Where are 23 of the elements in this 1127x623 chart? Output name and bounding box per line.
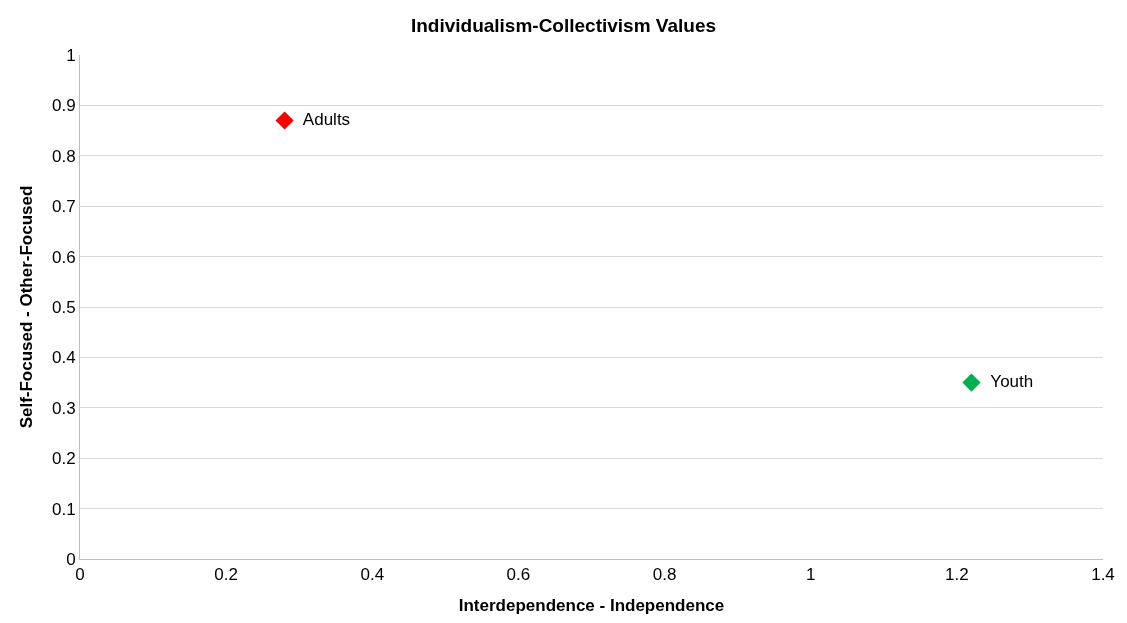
y-tick-label: 1 (66, 45, 76, 65)
series-label: Youth (981, 371, 1034, 391)
y-tick-label: 0.2 (51, 449, 76, 469)
x-tick-label: 1 (805, 565, 816, 585)
y-tick-label: 0.6 (51, 247, 76, 267)
y-tick-label: 0.8 (51, 146, 76, 166)
y-axis-title: Self-Focused - Other-Focused (16, 185, 36, 429)
x-tick-label: 0.8 (652, 565, 677, 585)
y-tick-label: 0.5 (51, 297, 76, 317)
series-label: Adults (294, 109, 351, 129)
y-tick-label: 0.1 (51, 499, 76, 519)
x-tick-label: 0.4 (360, 565, 385, 585)
chart-title: Individualism-Collectivism Values (410, 14, 717, 36)
x-tick-label: 0.2 (214, 565, 238, 585)
y-tick-label: 0.4 (51, 348, 76, 368)
y-tick-label: 0.7 (51, 197, 76, 217)
y-tick-label: 0.3 (51, 398, 76, 418)
x-tick-label: 1.2 (945, 565, 969, 585)
y-tick-label: 0 (66, 549, 76, 569)
x-tick-label: 0.6 (506, 565, 531, 585)
x-axis-title: Interdependence - Independence (458, 595, 725, 615)
y-tick-label: 0.9 (51, 96, 76, 116)
x-tick-label: 1.4 (1091, 565, 1115, 585)
